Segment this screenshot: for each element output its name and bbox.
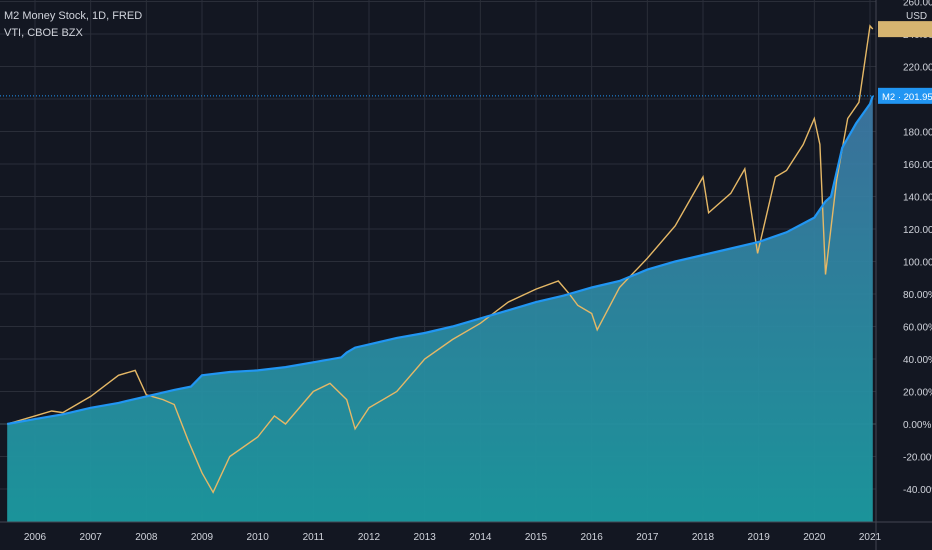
m2-value-tag-label: M2 · 201.95% — [882, 92, 932, 103]
legend-vti[interactable]: VTI, CBOE BZX — [4, 27, 83, 39]
x-tick-label: 2007 — [80, 532, 103, 543]
y-tick-label: 220.00% — [903, 63, 932, 74]
y-tick-label: 100.00% — [903, 258, 932, 269]
chart-legend: M2 Money Stock, 1D, FRED VTI, CBOE BZX — [4, 8, 142, 42]
x-tick-label: 2020 — [803, 532, 826, 543]
legend-m2[interactable]: M2 Money Stock, 1D, FRED — [4, 10, 143, 22]
vti-line — [7, 24, 874, 494]
y-tick-label: 260.00% — [903, 0, 932, 9]
x-tick-label: 2021 — [859, 532, 882, 543]
y-tick-label: 160.00% — [903, 160, 932, 171]
x-tick-label: 2017 — [636, 532, 659, 543]
x-tick-label: 2015 — [525, 532, 548, 543]
x-tick-label: 2006 — [24, 532, 47, 543]
y-tick-label: 60.00% — [903, 323, 932, 334]
y-tick-label: 0.00% — [903, 420, 931, 431]
x-tick-label: 2009 — [191, 532, 214, 543]
x-tick-label: 2012 — [358, 532, 381, 543]
y-tick-label: 40.00% — [903, 355, 932, 366]
x-tick-label: 2014 — [469, 532, 492, 543]
x-tick-label: 2011 — [303, 532, 325, 543]
x-tick-label: 2013 — [414, 532, 437, 543]
y-tick-label: 180.00% — [903, 128, 932, 139]
m2-value-tag — [878, 87, 932, 104]
y-tick-label: -20.00% — [903, 453, 932, 464]
x-tick-label: 2018 — [692, 532, 715, 543]
m2-line — [7, 95, 874, 426]
y-tick-label: 140.00% — [903, 193, 932, 204]
vti-value-tag — [878, 21, 932, 38]
x-tick-label: 2010 — [247, 532, 270, 543]
y-tick-label: 120.00% — [903, 225, 932, 236]
y-tick-label: 20.00% — [903, 388, 932, 399]
m2-area — [7, 95, 873, 523]
x-tick-label: 2008 — [135, 532, 158, 543]
y-unit-label: USD — [906, 11, 927, 22]
x-tick-label: 2016 — [581, 532, 604, 543]
x-tick-label: 2019 — [748, 532, 771, 543]
y-tick-label: -40.00% — [903, 485, 932, 496]
series-layer — [0, 24, 876, 523]
y-tick-label: 80.00% — [903, 290, 932, 301]
